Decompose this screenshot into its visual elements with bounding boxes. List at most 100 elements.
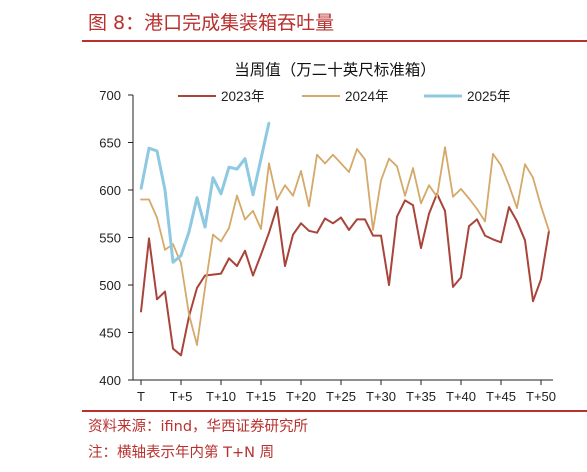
x-tick-label: T+25: [326, 389, 356, 404]
data-point: [212, 176, 214, 179]
y-axis: 400 450 500 550 600 650 700: [99, 88, 134, 388]
data-point: [196, 286, 198, 289]
data-point: [468, 225, 470, 228]
data-point: [204, 274, 206, 277]
data-point: [388, 284, 390, 286]
x-tick-label: T: [137, 389, 145, 404]
data-point: [340, 162, 342, 165]
data-point: [484, 220, 486, 223]
data-point: [268, 231, 270, 234]
data-point: [228, 166, 230, 169]
data-point: [156, 298, 158, 301]
x-tick-label: T+20: [286, 389, 316, 404]
data-point: [524, 163, 526, 166]
y-tick-label: 500: [99, 278, 121, 293]
data-point: [508, 206, 510, 209]
data-point: [356, 218, 358, 221]
data-point: [516, 207, 518, 209]
data-point: [428, 184, 430, 187]
data-point: [188, 313, 190, 316]
data-point: [508, 184, 510, 187]
data-point: [476, 218, 478, 221]
data-point: [540, 278, 542, 281]
data-point: [260, 157, 262, 160]
axis-footnote: 注：横轴表示年内第 T+N 周: [88, 445, 275, 461]
data-point: [332, 222, 334, 225]
data-point: [524, 239, 526, 242]
legend-label: 2025年: [467, 89, 511, 104]
data-point: [396, 165, 398, 168]
data-point: [516, 220, 518, 223]
data-point: [340, 216, 342, 219]
data-point: [380, 234, 382, 237]
data-point: [460, 188, 462, 190]
x-tick-label: T+10: [206, 389, 236, 404]
y-tick-label: 600: [99, 183, 121, 198]
figure-title: 图 8：港口完成集装箱吞吐量: [88, 12, 335, 34]
data-point: [468, 197, 470, 200]
legend-label: 2024年: [345, 89, 389, 104]
data-point: [276, 206, 278, 209]
data-point: [172, 347, 174, 350]
data-point: [180, 354, 182, 357]
footer-divider: [82, 410, 587, 412]
data-point: [188, 230, 190, 233]
data-point: [324, 162, 326, 165]
data-point: [308, 229, 310, 232]
data-point: [252, 210, 254, 212]
data-point: [284, 184, 286, 187]
data-point: [244, 157, 246, 160]
data-point: [276, 198, 278, 201]
data-point: [148, 237, 150, 240]
series-layer: [139, 121, 550, 357]
data-point: [292, 233, 294, 236]
data-point: [260, 228, 262, 230]
data-point: [212, 233, 214, 236]
x-tick-label: T+35: [406, 389, 436, 404]
data-point: [492, 153, 494, 155]
data-point: [228, 257, 230, 260]
data-point: [364, 158, 366, 161]
data-point: [428, 212, 430, 215]
data-point: [476, 208, 478, 210]
data-point: [148, 198, 150, 201]
data-point: [316, 231, 318, 234]
data-point: [540, 205, 542, 208]
data-point: [420, 202, 422, 205]
x-tick-label: T+50: [526, 389, 556, 404]
x-tick-label: T+40: [446, 389, 476, 404]
data-point: [140, 310, 142, 313]
data-point: [348, 229, 350, 231]
data-point: [412, 204, 414, 207]
data-point: [372, 229, 374, 231]
y-tick-label: 700: [99, 88, 121, 103]
data-point: [164, 189, 166, 191]
x-axis: T T+5 T+10 T+15 T+20 T+25 T+30 T+35 T+40 T+45 T+50: [133, 379, 556, 404]
series-line-2024年: [141, 146, 550, 346]
data-point: [140, 188, 142, 190]
data-point: [436, 195, 438, 198]
data-point: [164, 248, 166, 251]
data-point: [204, 226, 206, 228]
data-point: [180, 254, 182, 257]
data-point: [444, 146, 446, 149]
data-point: [180, 262, 182, 265]
data-point: [220, 240, 222, 243]
data-point: [492, 238, 494, 241]
data-point: [292, 194, 294, 197]
legend-label: 2023年: [221, 89, 265, 104]
data-point: [236, 168, 238, 171]
data-point: [156, 216, 158, 219]
data-point: [228, 227, 230, 229]
data-point: [148, 147, 150, 150]
data-point: [372, 234, 374, 237]
data-point: [308, 205, 310, 208]
data-point: [236, 194, 238, 197]
data-point: [500, 164, 502, 167]
data-point: [484, 234, 486, 237]
data-point: [220, 272, 222, 275]
data-point: [204, 286, 206, 289]
data-point: [396, 215, 398, 218]
data-point: [220, 192, 222, 195]
data-point: [316, 153, 318, 156]
